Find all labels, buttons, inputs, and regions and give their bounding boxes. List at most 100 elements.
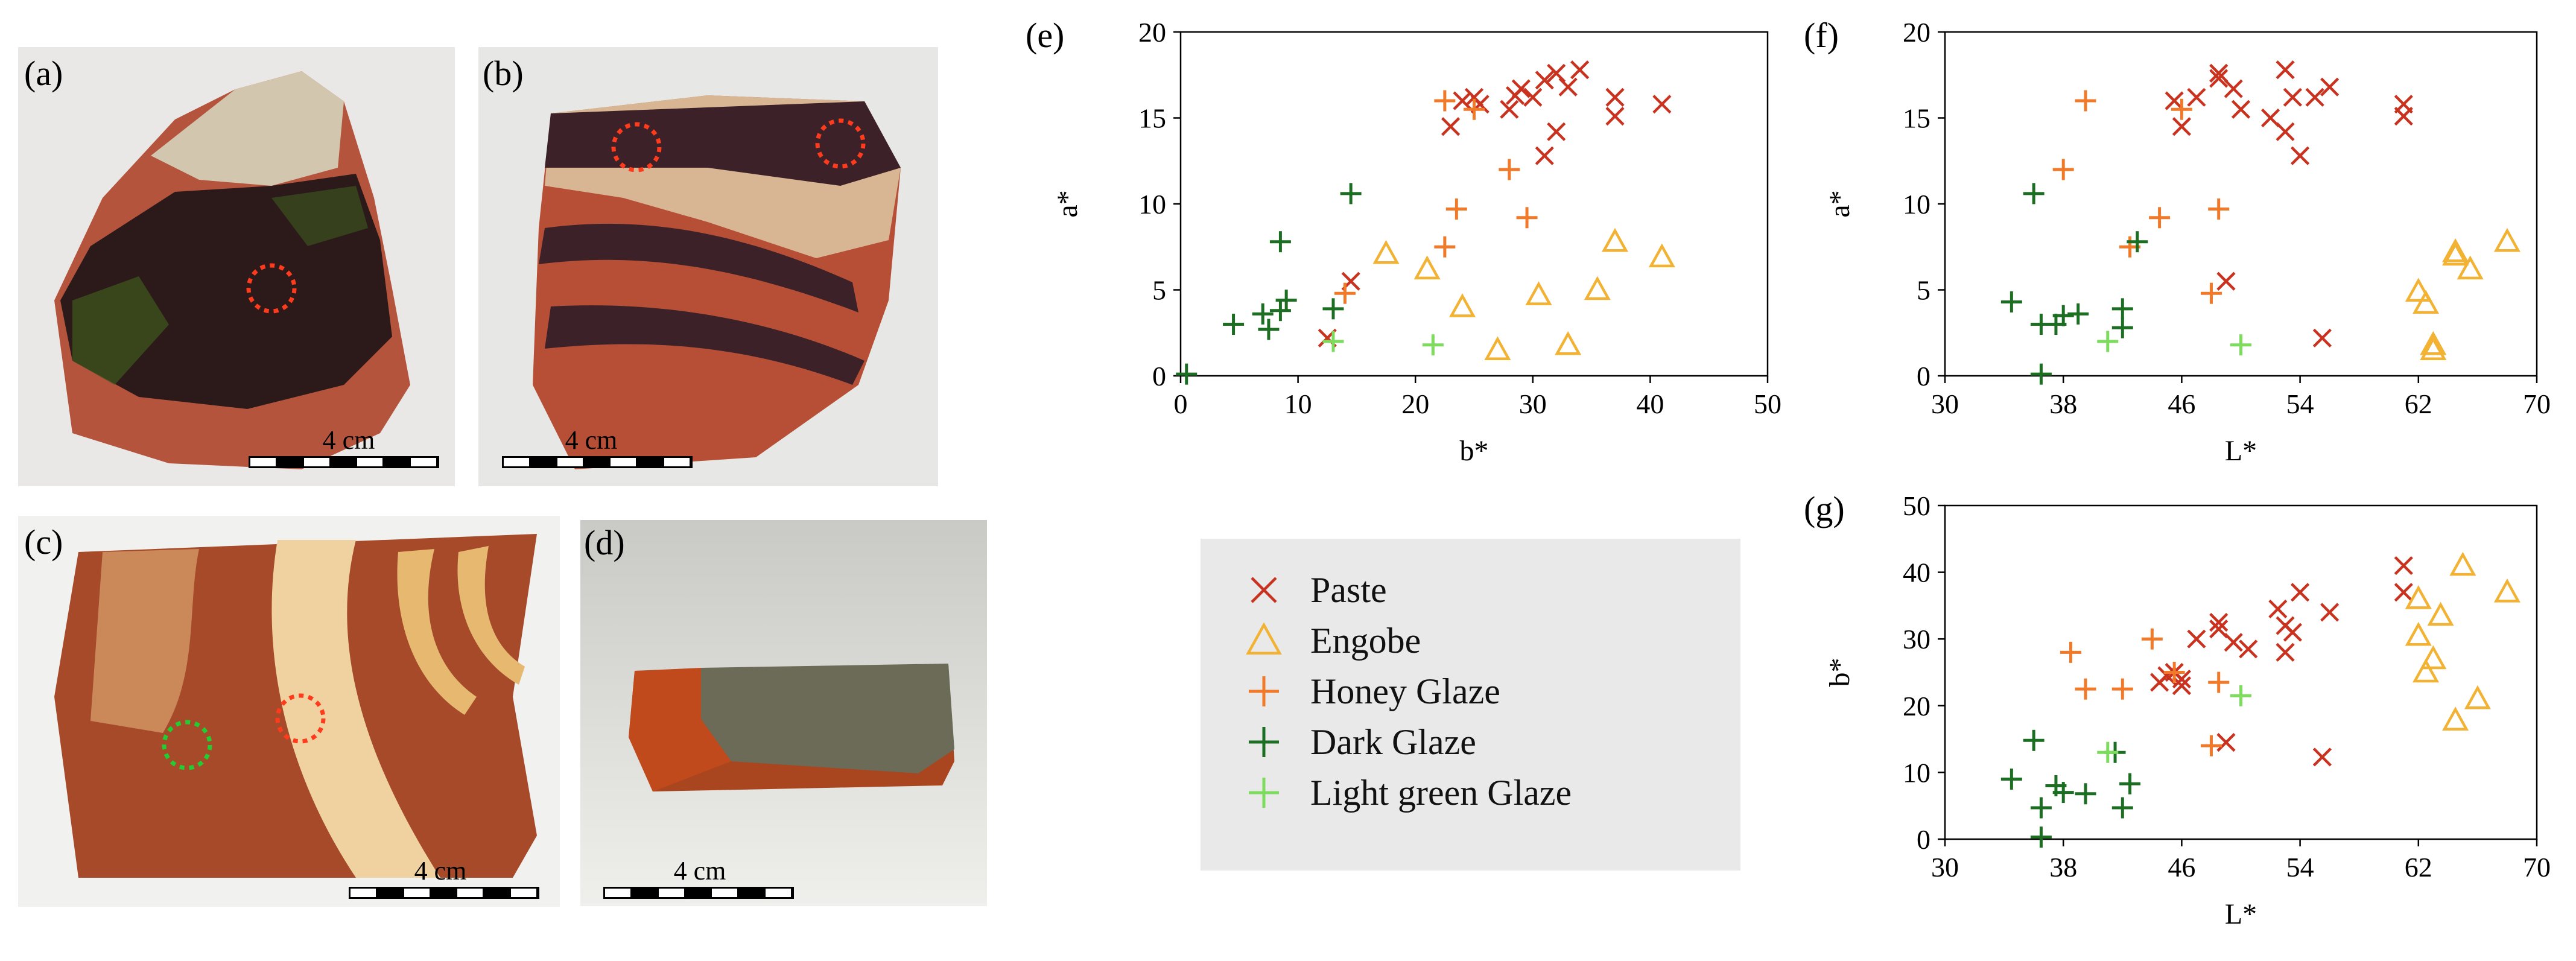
- data-point: [2208, 671, 2230, 693]
- data-point: [2464, 685, 2491, 709]
- data-point: [2000, 291, 2022, 312]
- data-point: [2187, 87, 2206, 107]
- data-point: [2111, 797, 2133, 819]
- y-axis-label: b*: [1824, 658, 1856, 687]
- data-point: [2442, 241, 2469, 266]
- data-point: [1484, 336, 1511, 361]
- data-point: [1258, 319, 1280, 340]
- data-point: [2149, 207, 2171, 229]
- data-point: [2216, 733, 2236, 752]
- data-point: [2209, 63, 2229, 83]
- data-point: [2394, 583, 2413, 602]
- data-point: [1516, 207, 1538, 229]
- panel-label-c: (c): [24, 522, 63, 562]
- data-point: [1652, 95, 1672, 114]
- sherd-a-image: [54, 71, 410, 469]
- data-point: [2067, 303, 2089, 325]
- data-point: [2127, 231, 2148, 253]
- data-point: [2097, 741, 2119, 763]
- data-point: [2420, 336, 2447, 361]
- data-point: [2312, 328, 2332, 347]
- plus-marker-icon: [1249, 676, 1279, 706]
- data-point: [2405, 621, 2432, 646]
- data-point: [1176, 363, 1198, 385]
- legend-marker: [1246, 623, 1282, 655]
- x-tick-label: 30: [1931, 852, 1959, 883]
- y-tick-label: 15: [1138, 103, 1166, 134]
- data-point: [2449, 551, 2476, 576]
- plus-marker-icon: [1249, 778, 1279, 808]
- legend-item-light-green-glaze: Light green Glaze: [1243, 772, 1572, 814]
- data-point: [2305, 87, 2324, 107]
- series-paste: [1318, 60, 1672, 347]
- data-point: [1223, 314, 1245, 335]
- data-point: [2320, 77, 2340, 97]
- data-point: [1605, 107, 1625, 126]
- data-point: [1547, 63, 1566, 83]
- series-paste: [2165, 60, 2413, 347]
- data-point: [2442, 706, 2469, 731]
- data-point: [2413, 290, 2440, 314]
- legend-item-dark-glaze: Dark Glaze: [1243, 721, 1476, 763]
- data-point: [1322, 331, 1344, 352]
- data-point: [1441, 117, 1461, 136]
- data-point: [2200, 735, 2222, 756]
- data-point: [2165, 91, 2184, 110]
- chart-g: 30 38 46 54 62 70 0 10 20 30 40 50 L* b* (g): [1804, 489, 2551, 930]
- x-tick-label: 40: [1636, 389, 1664, 419]
- x-tick-label: 54: [2286, 852, 2314, 883]
- data-point: [1535, 146, 1554, 165]
- data-point: [1453, 91, 1472, 110]
- data-point: [1372, 239, 1400, 264]
- data-point: [2413, 658, 2440, 683]
- x-tick-label: 46: [2168, 852, 2195, 883]
- data-point: [2030, 797, 2052, 819]
- data-point: [1269, 300, 1291, 322]
- data-point: [2141, 628, 2163, 650]
- series-dark-glaze: [2000, 729, 2141, 848]
- x-tick-label: 0: [1174, 389, 1188, 419]
- data-point: [1511, 79, 1531, 98]
- data-point: [2442, 238, 2469, 262]
- legend-item-engobe: Engobe: [1243, 620, 1421, 662]
- data-point: [2224, 79, 2243, 98]
- photo-b: [478, 47, 938, 486]
- x-tick-label: 50: [1754, 389, 1781, 419]
- x-tick-label: 38: [2049, 389, 2077, 419]
- data-point: [2420, 645, 2447, 670]
- data-point: [1547, 122, 1566, 141]
- data-point: [1445, 198, 1467, 220]
- data-point: [2052, 782, 2074, 804]
- data-point: [2276, 60, 2295, 80]
- data-point: [2405, 585, 2432, 609]
- scale-label-b: 4 cm: [565, 425, 618, 455]
- data-point: [2052, 305, 2074, 326]
- data-point: [1570, 60, 1590, 80]
- data-point: [2493, 578, 2520, 603]
- scale-bar-c: [349, 887, 539, 899]
- series-paste: [2150, 556, 2413, 767]
- data-point: [2427, 601, 2454, 626]
- series-honey-glaze: [1334, 90, 1538, 304]
- scale-bar-a: [249, 456, 439, 468]
- x-tick-label: 54: [2286, 389, 2314, 419]
- x-tick-label: 70: [2523, 389, 2551, 419]
- data-point: [1523, 87, 1543, 107]
- series-engobe: [2405, 227, 2520, 361]
- series-dark-glaze: [1176, 183, 1362, 385]
- series-light-green-glaze: [1322, 331, 1444, 356]
- data-point: [1322, 298, 1344, 320]
- legend: Paste Engobe Honey Glaze Dark Glaze Light gr…: [1201, 539, 1740, 871]
- data-point: [1434, 90, 1456, 112]
- photo-d: [580, 520, 987, 906]
- plus-marker-icon: [1249, 727, 1279, 757]
- y-tick-label: 10: [1138, 189, 1166, 220]
- plot-area: [1944, 504, 2538, 840]
- panel-label-g: (g): [1804, 489, 1845, 528]
- y-tick-label: 15: [1903, 103, 1930, 134]
- y-tick-label: 20: [1138, 17, 1166, 48]
- data-point: [2224, 633, 2243, 652]
- triangle-marker-icon: [1246, 623, 1282, 655]
- y-axis-label: a*: [1052, 190, 1083, 217]
- x-axis-label: b*: [1460, 435, 1489, 467]
